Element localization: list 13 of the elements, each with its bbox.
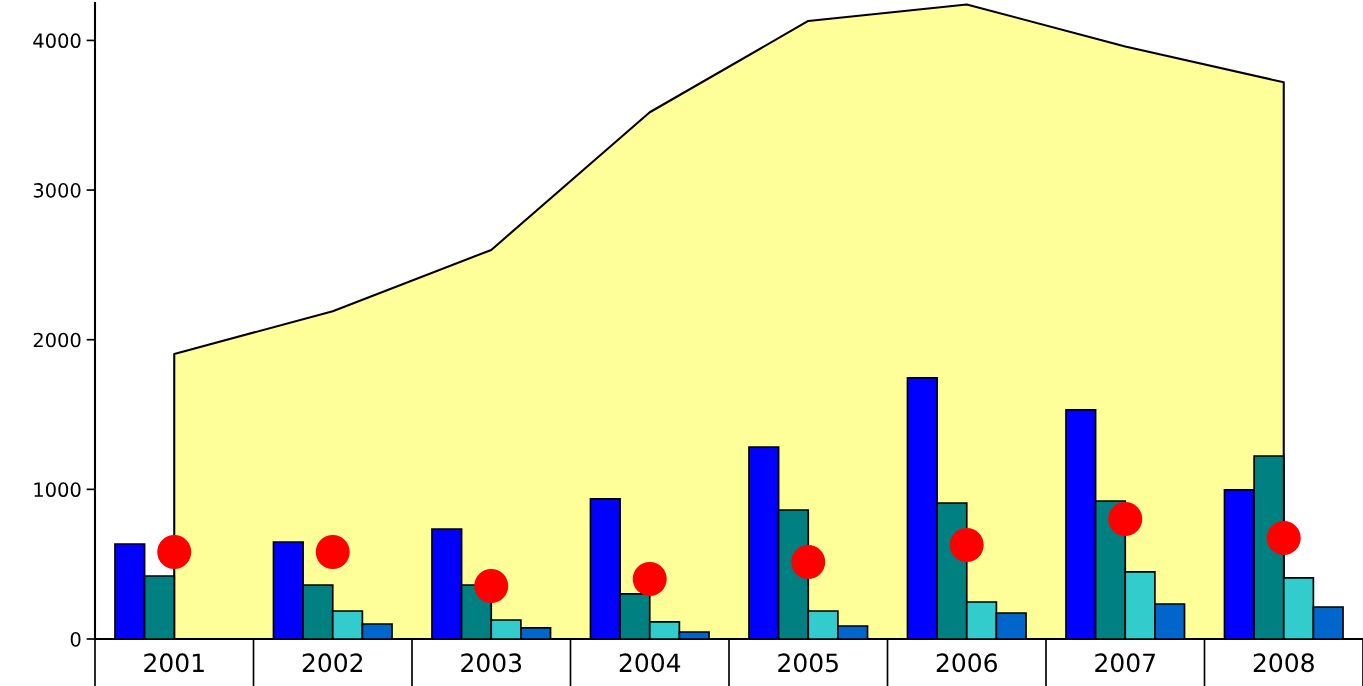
x-tick-label: 2004 xyxy=(619,653,681,673)
x-tick-label: 2008 xyxy=(1253,653,1314,673)
x-tick-label: 2003 xyxy=(461,653,522,673)
x-tick-label: 2001 xyxy=(144,653,204,673)
y-tick-label: 3000 xyxy=(33,183,81,198)
x-tick-label: 2002 xyxy=(302,653,363,673)
x-tick-label: 2007 xyxy=(1095,653,1155,673)
x-tick-label: 2006 xyxy=(936,653,997,673)
y-tick-label: 4000 xyxy=(33,33,81,49)
x-tick-label: 2005 xyxy=(778,653,838,673)
y-tick-label: 2000 xyxy=(33,332,81,348)
y-tick-label: 1000 xyxy=(34,482,81,498)
y-tick-label: 0 xyxy=(70,631,81,647)
